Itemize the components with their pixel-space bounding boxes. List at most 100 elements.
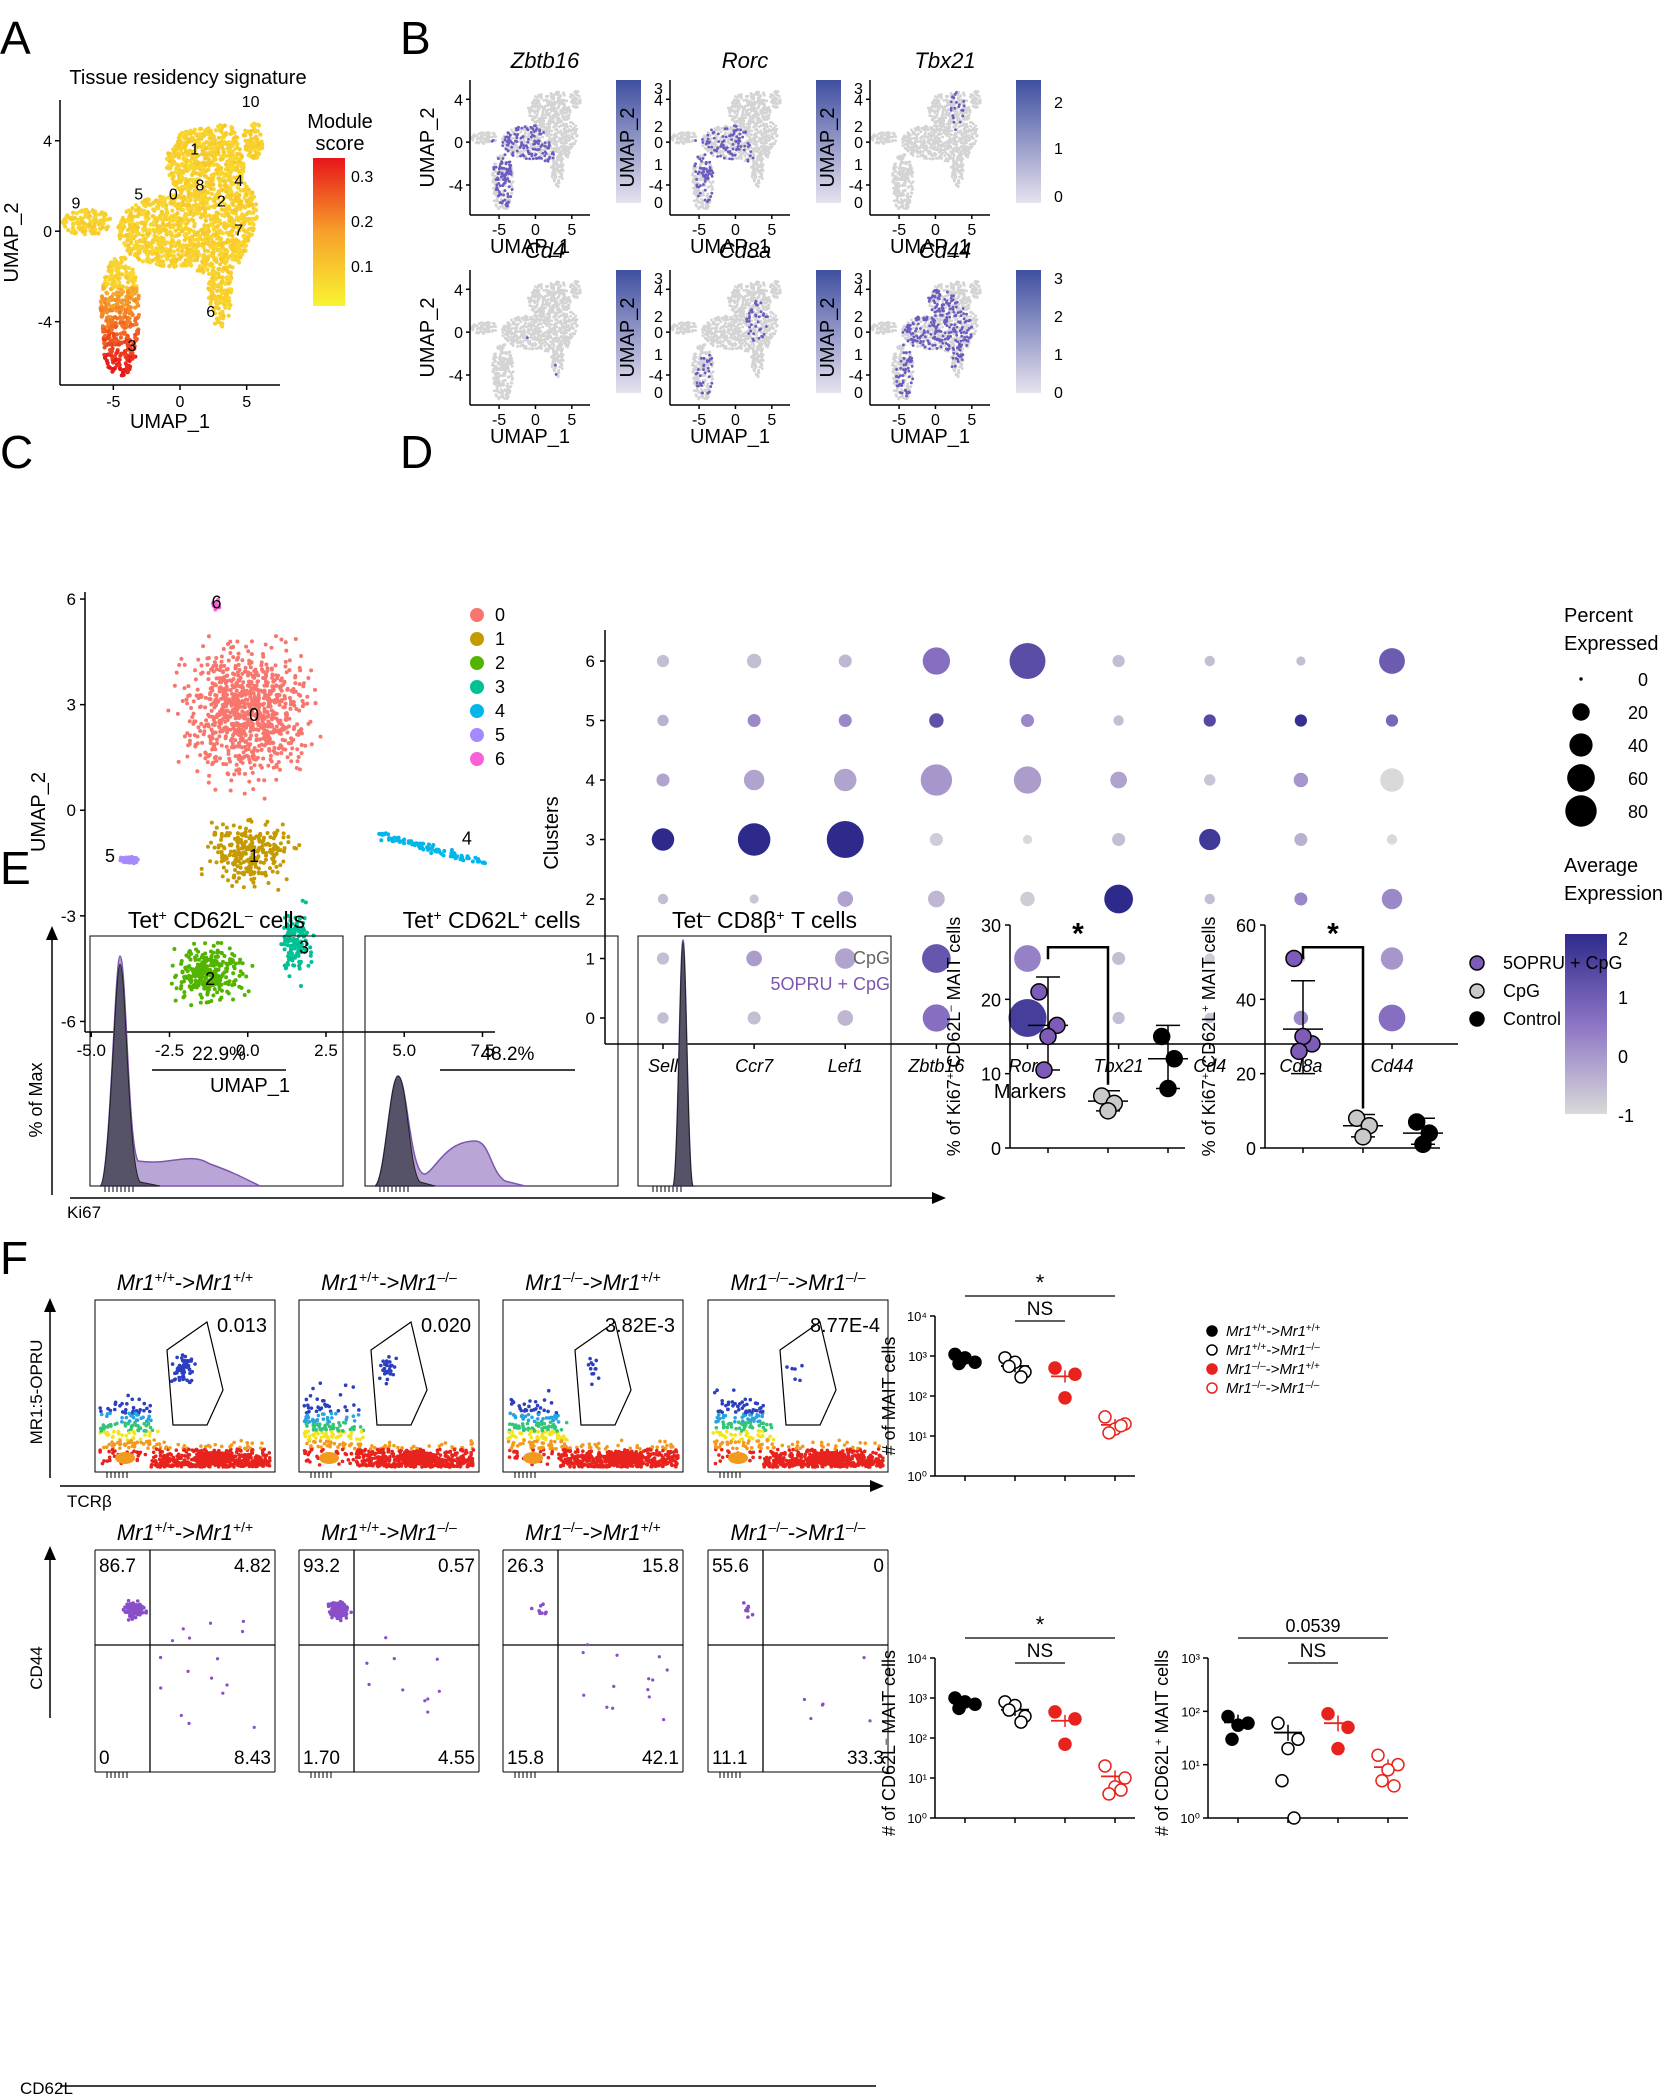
expressed-cell xyxy=(535,157,539,160)
cell-point xyxy=(102,355,108,360)
cell-point xyxy=(760,141,764,145)
cell-point xyxy=(219,291,224,296)
panel-a-title: Tissue residency signature xyxy=(69,67,306,89)
expressed-cell xyxy=(538,128,541,132)
cell-point xyxy=(562,134,566,138)
cell-point xyxy=(117,233,122,238)
cell-point xyxy=(743,159,747,163)
cluster-label: 2 xyxy=(217,193,226,210)
cell-point xyxy=(509,148,513,152)
cell-point xyxy=(182,226,188,231)
cell-point xyxy=(134,239,139,244)
expressed-cell xyxy=(501,144,505,148)
expressed-cell xyxy=(503,138,507,142)
expressed-cell xyxy=(534,129,538,132)
cell-point xyxy=(761,114,764,118)
cell-point xyxy=(701,204,704,207)
cell-point xyxy=(560,168,564,172)
cell-point xyxy=(114,339,119,344)
cell-point xyxy=(692,199,696,203)
legend-tick: 0.2 xyxy=(351,214,373,231)
cell-point xyxy=(79,225,85,231)
cell-point xyxy=(521,150,525,153)
cell-point xyxy=(750,117,754,120)
cluster-label: 3 xyxy=(128,338,137,355)
cell-point xyxy=(738,118,742,122)
cell-point xyxy=(199,126,204,131)
cell-point xyxy=(112,257,117,262)
cell-point xyxy=(764,145,768,149)
expressed-cell xyxy=(509,172,513,176)
cell-point xyxy=(192,254,197,260)
cell-point xyxy=(107,308,113,313)
cell-point xyxy=(750,108,754,112)
cell-point xyxy=(556,167,560,171)
cell-point xyxy=(561,114,564,118)
cell-point xyxy=(213,144,219,150)
cell-point xyxy=(230,257,235,262)
cell-point xyxy=(545,95,549,99)
cell-point xyxy=(109,327,115,332)
cell-point xyxy=(145,252,150,257)
cell-point xyxy=(175,247,180,253)
expressed-cell xyxy=(534,153,538,156)
cell-point xyxy=(577,102,580,105)
expressed-cell xyxy=(531,157,535,161)
cell-point xyxy=(555,122,559,126)
cell-point xyxy=(746,133,750,136)
cell-point xyxy=(762,111,766,115)
cell-point xyxy=(775,134,779,138)
cell-point xyxy=(161,248,166,253)
cell-point xyxy=(565,122,568,126)
expressed-cell xyxy=(507,185,511,189)
cell-point xyxy=(251,153,256,159)
legend-tick: 2 xyxy=(654,119,663,136)
expressed-cell xyxy=(543,154,547,158)
cell-point xyxy=(110,323,116,328)
cell-point xyxy=(248,202,253,207)
cell-point xyxy=(135,214,140,219)
cell-point xyxy=(177,203,183,208)
cell-point xyxy=(538,118,542,122)
cell-point xyxy=(206,286,211,291)
cell-point xyxy=(195,268,200,273)
cell-point xyxy=(249,210,254,215)
cell-point xyxy=(755,110,759,114)
cell-point xyxy=(111,303,116,308)
cell-point xyxy=(702,193,706,197)
cell-point xyxy=(559,95,562,98)
cell-point xyxy=(170,238,175,244)
expressed-cell xyxy=(521,153,525,157)
cell-point xyxy=(124,285,129,290)
cell-point xyxy=(760,177,764,180)
expressed-cell xyxy=(528,157,532,161)
cell-point xyxy=(565,99,569,103)
cluster-label: 6 xyxy=(206,304,215,321)
cell-point xyxy=(135,330,140,336)
cell-point xyxy=(222,213,227,219)
expressed-cell xyxy=(510,145,514,149)
cell-point xyxy=(208,217,213,222)
cell-point xyxy=(212,257,217,262)
cell-point xyxy=(160,195,165,200)
cell-point xyxy=(559,124,563,128)
cell-point xyxy=(746,108,750,112)
cell-point xyxy=(96,231,101,236)
cell-point xyxy=(244,184,249,190)
cell-point xyxy=(204,175,209,180)
cell-point xyxy=(554,175,558,178)
cell-point xyxy=(541,128,545,132)
cell-point xyxy=(185,220,190,226)
cell-point xyxy=(730,114,734,118)
cell-point xyxy=(758,175,762,179)
cell-point xyxy=(565,135,569,139)
cell-point xyxy=(220,275,225,280)
cell-point xyxy=(119,373,124,378)
cell-point xyxy=(692,178,696,182)
cell-point xyxy=(762,123,766,127)
cell-point xyxy=(101,337,107,342)
expressed-cell xyxy=(515,127,518,130)
expressed-cell xyxy=(543,144,547,148)
cell-point xyxy=(219,187,225,192)
